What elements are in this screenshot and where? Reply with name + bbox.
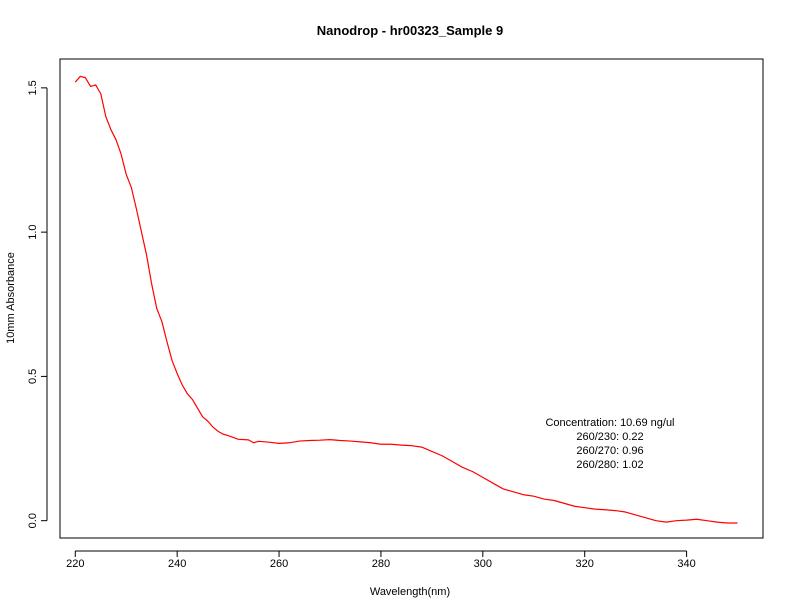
annotation-concentration: Concentration: 10.69 ng/ul xyxy=(545,417,674,429)
y-axis-label: 10mm Absorbance xyxy=(5,252,17,344)
chart-title: Nanodrop - hr00323_Sample 9 xyxy=(317,23,503,38)
y-tick-label: 0.5 xyxy=(27,369,39,384)
annotation-ratio-260-280: 260/280: 1.02 xyxy=(576,459,643,471)
annotation-block: Concentration: 10.69 ng/ul 260/230: 0.22… xyxy=(545,417,674,471)
annotation-ratio-260-270: 260/270: 0.96 xyxy=(576,445,643,457)
x-axis-label: Wavelength(nm) xyxy=(370,586,450,598)
x-axis: 220 240 260 280 300 320 340 xyxy=(66,550,696,570)
x-tick-label: 240 xyxy=(168,558,186,570)
y-tick-label: 1.0 xyxy=(27,224,39,239)
annotation-ratio-260-230: 260/230: 0.22 xyxy=(576,431,643,443)
x-tick-label: 280 xyxy=(372,558,390,570)
y-tick-label: 1.5 xyxy=(27,80,39,95)
absorbance-series-line xyxy=(74,75,738,524)
x-tick-label: 260 xyxy=(270,558,288,570)
x-tick-label: 300 xyxy=(474,558,492,570)
x-tick-label: 220 xyxy=(66,558,84,570)
y-axis: 0.0 0.5 1.0 1.5 xyxy=(27,80,48,528)
y-tick-label: 0.0 xyxy=(27,513,39,528)
series-layer xyxy=(74,75,738,524)
x-tick-label: 340 xyxy=(677,558,695,570)
x-tick-label: 320 xyxy=(576,558,594,570)
plot-frame xyxy=(59,58,764,539)
